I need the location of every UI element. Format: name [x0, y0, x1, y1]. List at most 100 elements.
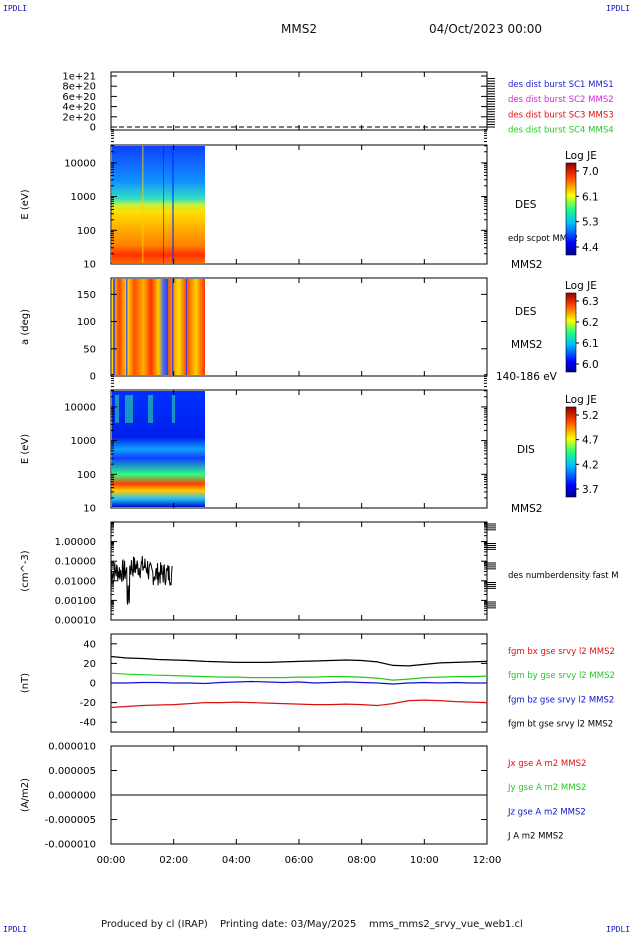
corner-label-top-left: IPDLI [3, 4, 28, 13]
x-tick-label: 10:00 [410, 855, 439, 866]
des-energy-spectrogram [112, 146, 205, 263]
dis-energy-colorbar [565, 406, 577, 498]
des-pitch-colorbar-tick-label: 6.3 [582, 296, 599, 308]
current-y-tick-label: -0.000005 [45, 815, 96, 826]
dist-burst-legend-2: des dist burst SC2 MMS2 [508, 95, 614, 105]
dis-energy-y-tick-label: 10 [83, 504, 96, 515]
corner-label-bottom-left: IPDLI [3, 925, 28, 934]
des-pitch-colorbar-title: Log JE [565, 280, 597, 292]
x-tick-label: 08:00 [347, 855, 376, 866]
mission-title: MMS2 [281, 22, 317, 36]
fgm-y-tick-label: 40 [83, 639, 96, 650]
density-y-tick-label: 0.00010 [55, 616, 96, 627]
des-pitch-spectrogram [112, 279, 205, 375]
x-tick-label: 00:00 [97, 855, 126, 866]
dis-energy-colorbar-title: Log JE [565, 394, 597, 406]
des-energy-y-tick-label: 10 [83, 260, 96, 271]
fgm-legend-2: fgm by gse srvy l2 MMS2 [508, 671, 615, 681]
fgm-y-tick-label: 0 [90, 679, 96, 690]
des-energy-colorbar [565, 162, 577, 256]
dist-burst-y-tick-label: 2e+20 [62, 112, 96, 123]
corner-label-bottom-right: IPDLI [606, 925, 630, 934]
dis-energy-colorbar-tick-label: 5.2 [582, 410, 599, 422]
des-energy-colorbar-tick-label: 4.4 [582, 242, 599, 254]
des-energy-colorbar-title: Log JE [565, 150, 597, 162]
des-pitch-stripe [113, 279, 115, 375]
des-energy-spacecraft: MMS2 [511, 259, 542, 271]
density-y-tick-label: 0.01000 [55, 576, 96, 587]
des-pitch-stripe [166, 279, 168, 375]
des-energy-stripe [163, 146, 164, 263]
fgm-legend-3: fgm bz gse srvy l2 MMS2 [508, 695, 614, 705]
dist-burst-y-tick-label: 4e+20 [62, 102, 96, 113]
dist-burst-y-tick-label: 0 [90, 123, 96, 134]
fgm-y-tick-label: -20 [80, 698, 96, 709]
des-energy-y-tick-label: 1000 [71, 192, 96, 203]
fgm-y-tick-label: -40 [80, 718, 96, 729]
dist-burst-y-tick-label: 6e+20 [62, 92, 96, 103]
des-energy-y-tick-label: 100 [77, 226, 96, 237]
des-pitch-y-tick-label: 0 [90, 372, 96, 383]
current-legend-4: J A m2 MMS2 [507, 832, 564, 842]
panel-density-frame [110, 521, 488, 621]
des-pitch-stripe [172, 279, 174, 375]
fgm-trace-bx [110, 699, 488, 709]
des-pitch-colorbar [565, 292, 577, 373]
des-pitch-spacecraft: MMS2 [511, 339, 542, 351]
des-pitch-y-tick-label: 100 [77, 317, 96, 328]
plot-date: 04/Oct/2023 00:00 [429, 22, 543, 36]
dist-burst-y-tick-label: 8e+20 [62, 82, 96, 93]
dis-energy-y-label: E (eV) [20, 434, 31, 464]
des-pitch-y-label: a (deg) [20, 309, 31, 345]
density-y-label: (cm^-3) [20, 550, 31, 591]
current-y-tick-label: -0.000010 [45, 840, 96, 851]
panel-dist-burst-frame [110, 71, 488, 131]
des-pitch-stripe [186, 279, 187, 375]
density-legend: des numberdensity fast M [508, 571, 619, 581]
x-tick-label: 02:00 [159, 855, 188, 866]
dist-burst-y-tick-label: 1e+21 [62, 72, 96, 83]
des-pitch-y-tick-label: 150 [77, 290, 96, 301]
dis-energy-patch [172, 395, 175, 423]
dis-energy-instrument: DIS [517, 444, 535, 456]
current-legend-1: Jx gse A m2 MMS2 [507, 759, 586, 769]
footer-product-name: mms_mms2_srvy_vue_web1.cl [369, 919, 523, 930]
current-y-tick-label: 0.000010 [48, 742, 96, 753]
des-pitch-instrument: DES [515, 306, 537, 318]
des-energy-y-tick-label: 10000 [64, 158, 96, 169]
des-pitch-y-tick-label: 50 [83, 344, 96, 355]
dis-energy-colorbar-tick-label: 3.7 [582, 484, 599, 496]
dis-energy-patch [125, 395, 133, 423]
dis-energy-y-tick-label: 1000 [71, 436, 96, 447]
des-energy-stripe [172, 146, 174, 263]
dis-energy-spacecraft: MMS2 [511, 503, 542, 515]
fgm-y-tick-label: 20 [83, 659, 96, 670]
x-tick-label: 12:00 [473, 855, 502, 866]
dist-burst-legend-3: des dist burst SC3 MMS3 [508, 110, 614, 120]
fgm-trace-by [110, 672, 488, 681]
des-energy-colorbar-tick-label: 5.3 [582, 217, 599, 229]
dist-burst-legend-4: des dist burst SC4 MMS4 [508, 126, 614, 136]
des-energy-colorbar-tick-label: 6.1 [582, 191, 599, 203]
des-energy-colorbar-tick-label: 7.0 [582, 166, 599, 178]
current-legend-2: Jy gse A m2 MMS2 [507, 783, 586, 793]
footer-producer: Produced by cl (IRAP) [101, 919, 208, 930]
density-y-tick-label: 1.00000 [55, 537, 96, 548]
density-y-tick-label: 0.00100 [55, 596, 96, 607]
des-pitch-colorbar-tick-label: 6.2 [582, 317, 599, 329]
x-tick-label: 04:00 [222, 855, 251, 866]
dis-energy-colorbar-tick-label: 4.2 [582, 459, 599, 471]
density-y-tick-label: 0.10000 [55, 557, 96, 568]
fgm-trace-bz [111, 680, 487, 685]
current-y-tick-label: 0.000005 [48, 766, 96, 777]
fgm-trace-bt [110, 655, 488, 667]
current-y-tick-label: 0.000000 [48, 791, 96, 802]
des-energy-stripe [142, 146, 144, 263]
des-pitch-energy-range: 140-186 eV [496, 371, 558, 383]
dis-energy-patch [115, 395, 119, 423]
current-legend-3: Jz gse A m2 MMS2 [507, 807, 586, 817]
des-pitch-colorbar-tick-label: 6.1 [582, 338, 599, 350]
des-pitch-stripe [126, 279, 128, 375]
